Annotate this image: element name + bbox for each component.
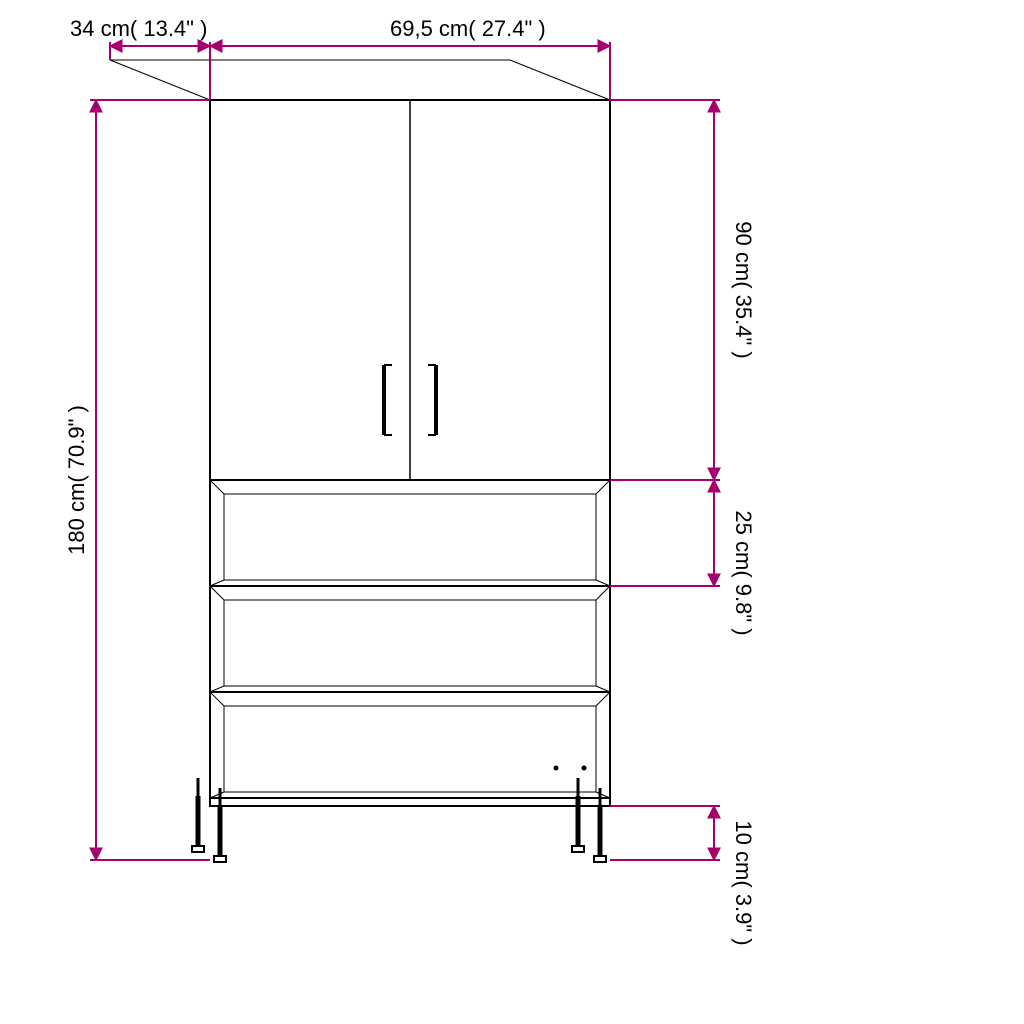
dimension-label: 25 cm( 9.8" ) <box>731 510 756 635</box>
dimension-label: 69,5 cm( 27.4" ) <box>390 16 546 41</box>
dimension-diagram: 34 cm( 13.4" ) 69,5 cm( 27.4" ) 180 cm( 70… <box>0 0 1024 1024</box>
dimension-label: 180 cm( 70.9" ) <box>64 405 89 555</box>
dimension-label: 10 cm( 3.9" ) <box>731 820 756 945</box>
furniture-drawing <box>110 60 610 862</box>
dimension-label: 34 cm( 13.4" ) <box>70 16 207 41</box>
dimension-label: 90 cm( 35.4" ) <box>731 221 756 358</box>
